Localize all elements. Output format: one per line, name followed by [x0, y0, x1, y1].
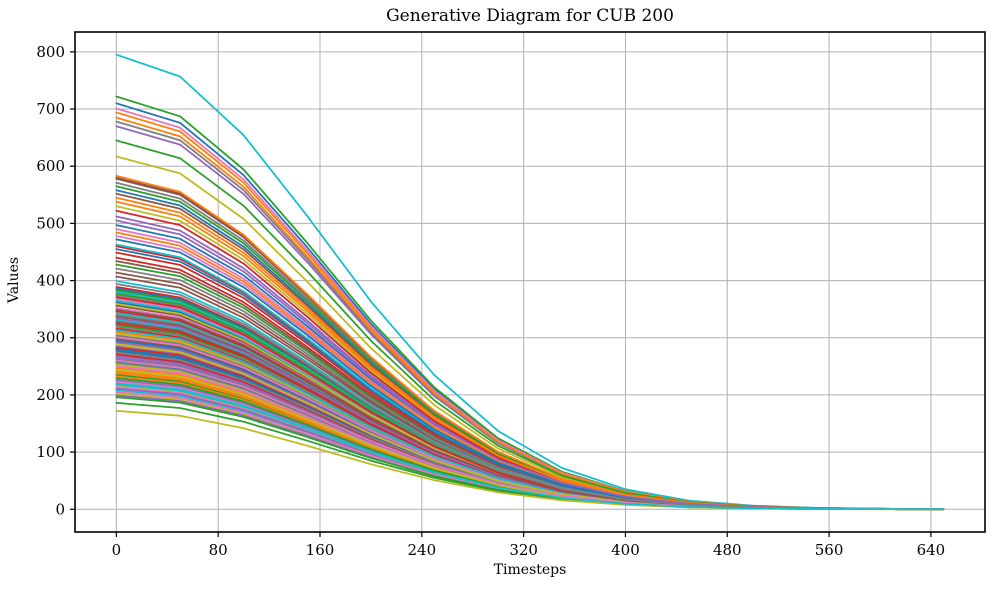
y-tick-label: 500: [36, 214, 65, 232]
x-tick-label: 160: [306, 541, 335, 559]
x-tick-label: 400: [611, 541, 640, 559]
x-tick-label: 480: [713, 541, 742, 559]
y-tick-label: 400: [36, 272, 65, 290]
x-tick-label: 80: [209, 541, 228, 559]
x-tick-label: 640: [917, 541, 946, 559]
y-tick-label: 800: [36, 43, 65, 61]
y-tick-label: 200: [36, 386, 65, 404]
x-tick-label: 560: [815, 541, 844, 559]
chart-title: Generative Diagram for CUB 200: [386, 6, 674, 26]
x-tick-label: 0: [112, 541, 122, 559]
y-tick-label: 100: [36, 443, 65, 461]
x-axis-label: Timesteps: [493, 562, 567, 578]
y-tick-label: 600: [36, 157, 65, 175]
y-tick-label: 300: [36, 329, 65, 347]
x-tick-label: 240: [407, 541, 436, 559]
x-tick-label: 320: [509, 541, 538, 559]
axes-frame: [74, 31, 986, 533]
series-line: [115, 383, 945, 511]
y-tick-label: 0: [55, 500, 65, 518]
y-tick-label: 700: [36, 100, 65, 118]
